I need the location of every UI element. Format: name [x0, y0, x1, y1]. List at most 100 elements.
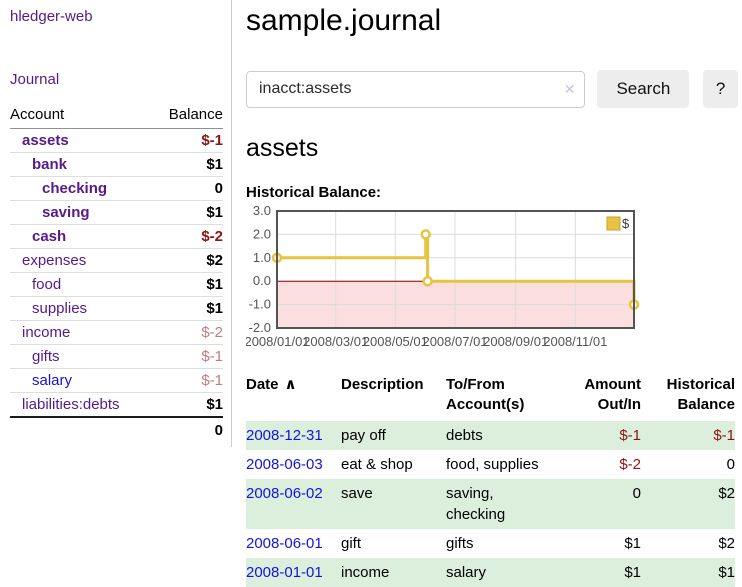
- transaction-balance: 0: [726, 456, 735, 473]
- transaction-date-link[interactable]: 2008-12-31: [246, 427, 323, 444]
- account-balance: $-1: [152, 344, 223, 369]
- accounts-total-spacer: [10, 416, 153, 443]
- chart-label: Historical Balance:: [246, 184, 382, 201]
- account-link[interactable]: checking: [42, 180, 108, 197]
- search-input[interactable]: [246, 70, 586, 108]
- account-row: liabilities:debts $1: [10, 392, 223, 418]
- account-row: saving $1: [10, 200, 223, 225]
- account-balance: $-2: [152, 224, 223, 249]
- transaction-amount: $1: [624, 535, 641, 552]
- svg-text:2008/11/01: 2008/11/01: [543, 334, 607, 349]
- transaction-description: gift: [341, 535, 362, 552]
- account-link[interactable]: bank: [32, 156, 68, 173]
- svg-text:2008/09/01: 2008/09/01: [483, 334, 548, 349]
- transaction-balance: $2: [641, 479, 735, 529]
- transaction-accounts: debts: [446, 421, 558, 450]
- svg-text:2008/05/01: 2008/05/01: [363, 334, 428, 349]
- transaction-amount: $-1: [558, 421, 641, 450]
- register-col-historical: Historical Balance: [666, 376, 735, 413]
- account-row: supplies $1: [10, 296, 223, 321]
- register-col-amount: Amount Out/In: [584, 376, 641, 413]
- svg-text:$: $: [622, 216, 630, 231]
- register-col-description: Description: [341, 376, 424, 393]
- accounts-col-account: Account: [10, 103, 153, 129]
- transaction-date-link[interactable]: 2008-06-01: [246, 535, 323, 552]
- clear-search-icon[interactable]: ✕: [563, 80, 576, 97]
- transaction-accounts: food, supplies: [446, 456, 539, 473]
- transaction-row: 2008-06-02 save saving, checking 0 $2: [246, 479, 735, 529]
- accounts-total-value: 0: [152, 416, 223, 443]
- transaction-description: save: [341, 479, 446, 529]
- account-link[interactable]: supplies: [32, 300, 88, 317]
- account-balance: $1: [152, 152, 223, 177]
- svg-text:1.0: 1.0: [253, 250, 271, 265]
- account-row: gifts $-1: [10, 344, 223, 369]
- transaction-date-link[interactable]: 2008-01-01: [246, 564, 323, 581]
- account-heading: assets: [246, 134, 319, 162]
- account-link[interactable]: cash: [32, 228, 67, 245]
- register-header-row: Date ∧ Description To/From Account(s) Amount O…: [246, 371, 735, 421]
- transaction-amount: 0: [558, 479, 641, 529]
- account-link[interactable]: salary: [32, 372, 73, 389]
- transaction-description: pay off: [341, 421, 446, 450]
- svg-text:2.0: 2.0: [253, 226, 271, 241]
- accounts-header-row: Account Balance: [10, 103, 223, 129]
- svg-text:2008/07/01: 2008/07/01: [422, 334, 487, 349]
- transaction-row: 2008-01-01 income salary $1 $1: [246, 558, 735, 587]
- transaction-balance: $-1: [641, 421, 735, 450]
- historical-balance-chart: $3.0 2.0 1.0 0.0 -1.0 -2.0 2008/01/01 2008/03/0…: [244, 203, 738, 358]
- svg-text:3.0: 3.0: [253, 206, 271, 218]
- register-col-date[interactable]: Date ∧: [246, 376, 297, 393]
- accounts-total-row: 0: [10, 416, 223, 443]
- account-link[interactable]: liabilities:debts: [22, 396, 120, 413]
- transaction-accounts: saving, checking: [446, 479, 558, 529]
- account-row: expenses $2: [10, 248, 223, 273]
- account-row: assets $-1: [10, 128, 223, 153]
- transaction-description: income: [341, 558, 446, 587]
- account-link[interactable]: food: [32, 276, 62, 293]
- transaction-amount: $-2: [619, 456, 641, 473]
- transaction-row: 2008-12-31 pay off debts $-1 $-1: [246, 421, 735, 450]
- account-link[interactable]: income: [22, 324, 71, 341]
- account-balance: $-1: [152, 128, 223, 153]
- search-button[interactable]: Search: [597, 70, 690, 108]
- accounts-col-balance: Balance: [152, 103, 223, 129]
- chart-legend: $: [606, 216, 630, 231]
- search-form: ✕ Search ?: [246, 70, 738, 108]
- svg-text:0.0: 0.0: [253, 273, 271, 288]
- account-link[interactable]: saving: [42, 204, 90, 221]
- account-link[interactable]: expenses: [22, 252, 87, 269]
- transaction-date-link[interactable]: 2008-06-02: [246, 485, 323, 502]
- account-balance: $-2: [152, 320, 223, 345]
- account-link[interactable]: assets: [22, 132, 69, 149]
- account-balance: $1: [152, 272, 223, 297]
- help-button[interactable]: ?: [703, 70, 738, 108]
- transaction-row: 2008-06-01 gift gifts $1 $2: [246, 529, 735, 558]
- account-balance: $2: [152, 248, 223, 273]
- transaction-date-link[interactable]: 2008-06-03: [246, 456, 323, 473]
- svg-text:-1.0: -1.0: [249, 297, 271, 312]
- account-balance: $1: [152, 296, 223, 321]
- svg-text:2008/03/01: 2008/03/01: [303, 334, 368, 349]
- register-table: Date ∧ Description To/From Account(s) Amount O…: [246, 371, 735, 587]
- account-link[interactable]: gifts: [32, 348, 60, 365]
- account-balance: 0: [152, 176, 223, 201]
- sidebar: hledger-web Journal Account Balance asse…: [0, 0, 232, 447]
- account-row: income $-2: [10, 320, 223, 345]
- account-balance: $-1: [152, 368, 223, 393]
- balance-line-chart: $3.0 2.0 1.0 0.0 -1.0 -2.02008/01/012008/03/0…: [244, 203, 640, 349]
- account-row: bank $1: [10, 152, 223, 177]
- nav-journal-link[interactable]: Journal: [10, 71, 60, 88]
- account-balance: $1: [152, 392, 223, 418]
- app-brand-link[interactable]: hledger-web: [10, 8, 93, 25]
- transaction-row: 2008-06-03 eat & shop food, supplies $-2 0: [246, 450, 735, 479]
- account-balance: $1: [152, 200, 223, 225]
- transaction-balance: $2: [718, 535, 735, 552]
- main-content: sample.journal ✕ Search ? assets Histori…: [244, 0, 738, 587]
- transaction-accounts: gifts: [446, 535, 474, 552]
- svg-text:-2.0: -2.0: [249, 320, 271, 335]
- account-row: food $1: [10, 272, 223, 297]
- account-row: salary $-1: [10, 368, 223, 393]
- transaction-amount: $1: [558, 558, 641, 587]
- transaction-accounts: salary: [446, 558, 558, 587]
